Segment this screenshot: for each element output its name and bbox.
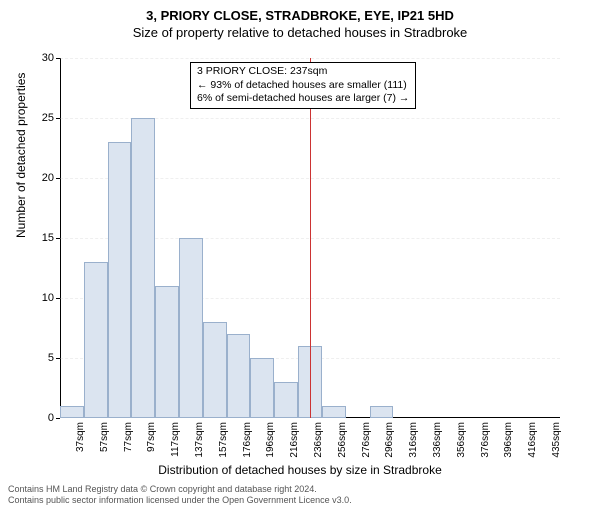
y-tick-label: 25: [14, 112, 54, 124]
histogram-bar: [131, 118, 155, 418]
x-tick-label: 176sqm: [242, 422, 253, 458]
x-tick-label: 256sqm: [337, 422, 348, 458]
annotation-box: 3 PRIORY CLOSE: 237sqm ← 93% of detached…: [190, 62, 416, 109]
x-tick-label: 296sqm: [384, 422, 395, 458]
reference-line: [310, 58, 311, 418]
x-tick-label: 356sqm: [456, 422, 467, 458]
x-tick-label: 97sqm: [146, 422, 157, 452]
histogram-bar: [155, 286, 179, 418]
histogram-bar: [203, 322, 227, 418]
x-tick-label: 57sqm: [99, 422, 110, 452]
y-tick-mark: [56, 418, 60, 419]
footer-attribution: Contains HM Land Registry data © Crown c…: [8, 484, 352, 506]
chart-title-2: Size of property relative to detached ho…: [0, 25, 600, 40]
histogram-bar: [84, 262, 108, 418]
annotation-line-3: 6% of semi-detached houses are larger (7…: [197, 92, 409, 106]
y-tick-mark: [56, 238, 60, 239]
histogram-bar: [274, 382, 298, 418]
annotation-line-2: ← 93% of detached houses are smaller (11…: [197, 79, 409, 93]
histogram-bar: [250, 358, 274, 418]
footer-line-2: Contains public sector information licen…: [8, 495, 352, 506]
histogram-bar: [179, 238, 203, 418]
x-tick-label: 435sqm: [551, 422, 562, 458]
footer-line-1: Contains HM Land Registry data © Crown c…: [8, 484, 352, 495]
plot-area: 05101520253037sqm57sqm77sqm97sqm117sqm13…: [60, 58, 560, 418]
x-tick-label: 376sqm: [480, 422, 491, 458]
x-tick-label: 117sqm: [170, 422, 181, 457]
x-tick-label: 137sqm: [194, 422, 205, 458]
y-tick-label: 0: [14, 412, 54, 424]
x-tick-label: 196sqm: [265, 422, 276, 458]
histogram-bar: [60, 406, 84, 418]
y-tick-label: 10: [14, 292, 54, 304]
histogram-bar: [227, 334, 251, 418]
x-tick-label: 316sqm: [408, 422, 419, 458]
y-tick-mark: [56, 298, 60, 299]
histogram-bar: [108, 142, 132, 418]
histogram-bar: [370, 406, 394, 418]
x-tick-label: 416sqm: [527, 422, 538, 458]
y-tick-label: 5: [14, 352, 54, 364]
y-tick-mark: [56, 178, 60, 179]
x-tick-label: 216sqm: [289, 422, 300, 458]
x-tick-label: 336sqm: [432, 422, 443, 458]
chart-title-1: 3, PRIORY CLOSE, STRADBROKE, EYE, IP21 5…: [0, 8, 600, 23]
y-axis-label: Number of detached properties: [14, 73, 28, 238]
chart-container: 3, PRIORY CLOSE, STRADBROKE, EYE, IP21 5…: [0, 8, 600, 508]
x-tick-label: 37sqm: [75, 422, 86, 452]
y-tick-mark: [56, 118, 60, 119]
y-tick-label: 15: [14, 232, 54, 244]
y-tick-mark: [56, 58, 60, 59]
x-tick-label: 77sqm: [123, 422, 134, 452]
annotation-line-1: 3 PRIORY CLOSE: 237sqm: [197, 65, 409, 79]
y-tick-mark: [56, 358, 60, 359]
x-tick-label: 396sqm: [503, 422, 514, 458]
x-tick-label: 276sqm: [361, 422, 372, 458]
y-tick-label: 20: [14, 172, 54, 184]
x-tick-label: 157sqm: [218, 422, 229, 458]
histogram-bar: [322, 406, 346, 418]
y-tick-label: 30: [14, 52, 54, 64]
x-axis-label: Distribution of detached houses by size …: [0, 463, 600, 477]
x-tick-label: 236sqm: [313, 422, 324, 458]
